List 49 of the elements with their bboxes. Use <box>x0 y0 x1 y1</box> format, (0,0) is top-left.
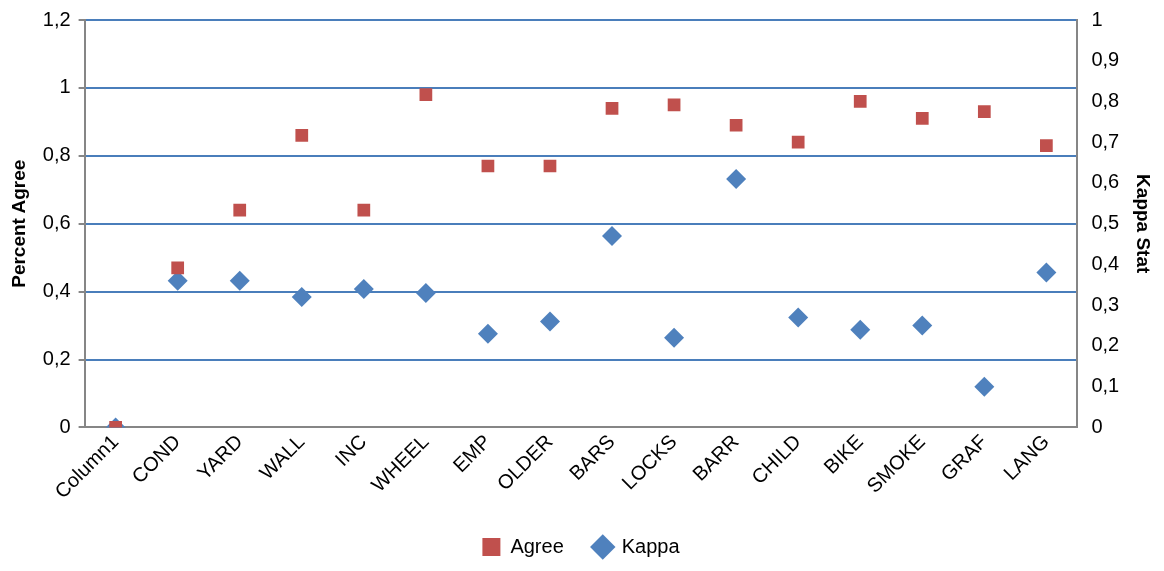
y-tick-label: 0,4 <box>42 279 71 302</box>
point <box>915 112 929 125</box>
point <box>233 203 247 217</box>
point <box>353 278 374 299</box>
point <box>415 282 436 303</box>
y-tick-label: 0 <box>59 414 71 437</box>
y2-tick-label: 0,4 <box>1091 251 1120 274</box>
y-tick-label: 0,6 <box>42 211 71 234</box>
point <box>602 225 623 246</box>
y-tick-label: 1,2 <box>42 7 71 30</box>
point <box>912 315 933 336</box>
point <box>664 327 685 348</box>
point <box>791 135 805 149</box>
point <box>1040 139 1053 152</box>
point <box>788 307 809 328</box>
point <box>850 319 871 340</box>
y2-tick-label: 0,5 <box>1091 211 1120 234</box>
point <box>229 270 250 291</box>
legend-label: Agree <box>510 534 564 557</box>
legend-label: Kappa <box>621 534 681 557</box>
point <box>295 129 309 142</box>
point <box>357 203 371 217</box>
y-tick-label: 0,8 <box>42 143 71 166</box>
point <box>419 88 433 102</box>
point <box>605 101 619 115</box>
y2-axis-title: Kappa Stat <box>1133 174 1155 274</box>
y2-tick-label: 0 <box>1091 414 1103 437</box>
y2-tick-label: 0,9 <box>1091 48 1120 71</box>
point <box>974 376 995 397</box>
y2-tick-label: 0,1 <box>1091 374 1120 397</box>
y2-tick-label: 0,7 <box>1091 129 1120 152</box>
x-tick-label: INC <box>330 430 371 471</box>
y-axis-title: Percent Agree <box>7 159 29 288</box>
point <box>477 323 498 344</box>
y-tick-label: 0,2 <box>42 347 71 370</box>
point <box>726 168 747 189</box>
y2-tick-label: 1 <box>1091 7 1103 30</box>
y2-tick-label: 0,2 <box>1091 333 1120 356</box>
y2-tick-label: 0,3 <box>1091 292 1120 315</box>
point <box>853 95 867 108</box>
point <box>171 261 185 275</box>
y2-tick-label: 0,8 <box>1091 89 1120 111</box>
point <box>539 311 560 332</box>
point <box>729 118 743 132</box>
point <box>1036 262 1057 283</box>
y-tick-label: 1 <box>59 75 71 98</box>
y2-tick-label: 0,6 <box>1091 170 1120 193</box>
point <box>291 287 312 308</box>
point <box>977 105 991 119</box>
